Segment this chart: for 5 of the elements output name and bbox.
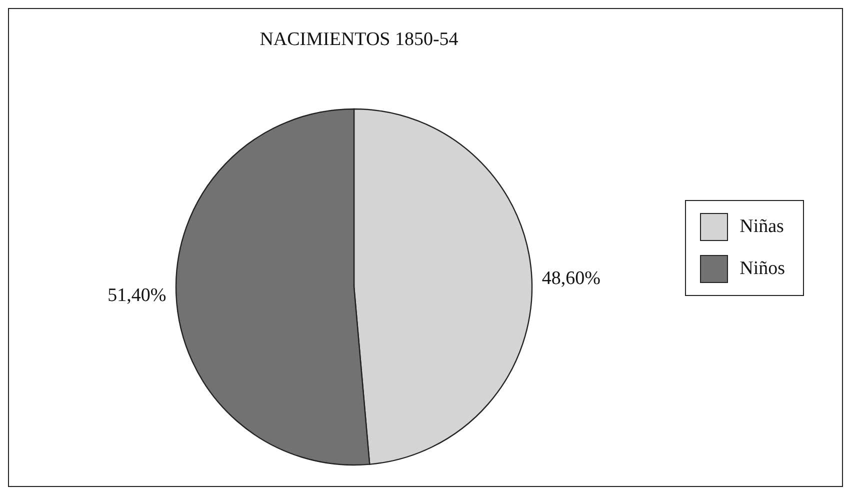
data-label: 48,60% xyxy=(542,268,601,290)
legend-label: Niñas xyxy=(740,216,784,238)
data-label: 51,40% xyxy=(108,284,166,306)
chart-title: NACIMIENTOS 1850-54 xyxy=(258,29,460,51)
legend-label: Niños xyxy=(740,258,785,280)
